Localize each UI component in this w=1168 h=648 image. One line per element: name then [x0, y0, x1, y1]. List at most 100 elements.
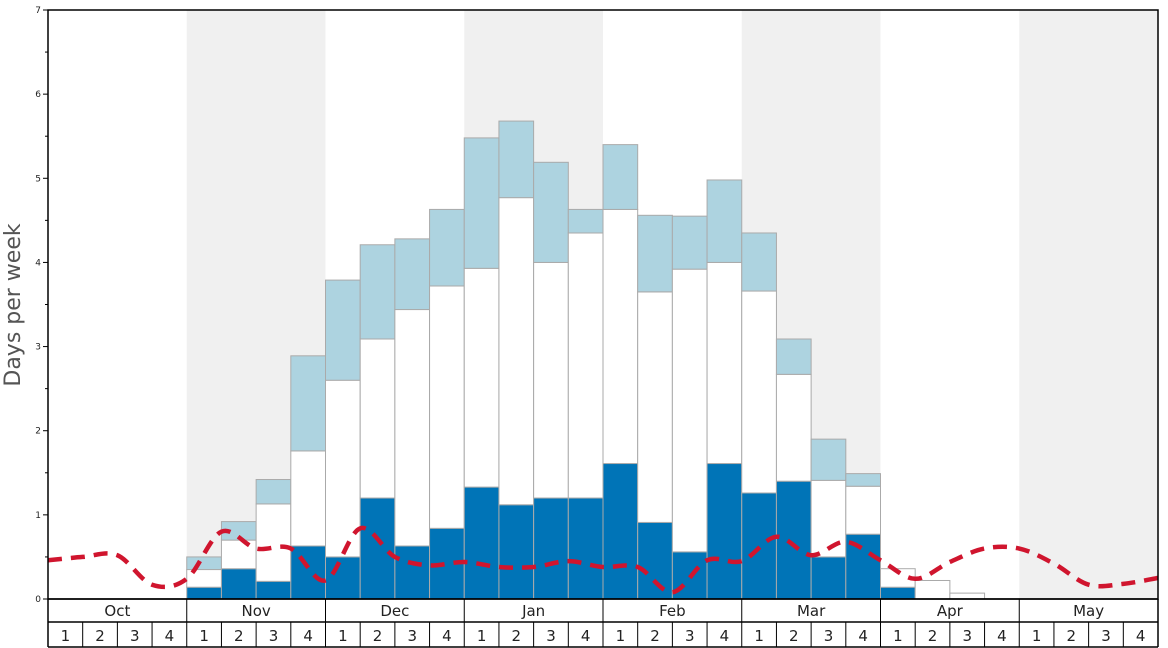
week-label: 4	[1136, 627, 1146, 645]
bar-white	[671, 268, 708, 553]
week-label: 2	[1067, 627, 1077, 645]
bar-light	[394, 238, 431, 311]
week-label: 1	[338, 627, 348, 645]
bar-white	[914, 579, 951, 600]
week-label: 4	[303, 627, 313, 645]
bar-white	[463, 267, 500, 488]
week-label: 3	[824, 627, 834, 645]
week-label: 4	[997, 627, 1007, 645]
bar-dark	[706, 463, 743, 600]
y-tick-label: 2	[35, 427, 41, 437]
bar-white	[741, 290, 777, 494]
week-label: 1	[1032, 627, 1042, 645]
month-label: Oct	[104, 602, 130, 620]
bar-light	[498, 120, 535, 199]
week-label: 2	[928, 627, 938, 645]
axes: 0 1 2 3 4 5 6 7 Oct 1 2 3 4 Nov 1 2 3 4 Dec 1 2 3 4 Jan 1 2 3 4 Feb 1…	[35, 6, 1159, 648]
bar-white	[949, 592, 986, 600]
month-label: Apr	[937, 602, 964, 620]
bar-white	[394, 309, 431, 547]
week-label: 3	[962, 627, 972, 645]
bar-light	[775, 338, 812, 375]
bar-white	[637, 291, 673, 523]
week-label: 1	[199, 627, 209, 645]
week-label: 3	[685, 627, 695, 645]
month-label: Dec	[380, 602, 409, 620]
bar-white	[359, 338, 396, 499]
bar-dark	[880, 586, 916, 600]
bar-white	[845, 485, 881, 535]
bar-white	[220, 539, 257, 570]
week-label: 2	[373, 627, 383, 645]
bar-light	[325, 279, 361, 381]
y-tick-label: 0	[35, 595, 41, 605]
week-label: 3	[546, 627, 556, 645]
week-label: 3	[407, 627, 417, 645]
line-series	[47, 525, 1159, 595]
week-label: 3	[130, 627, 140, 645]
bar-light	[290, 355, 326, 452]
week-label: 1	[893, 627, 903, 645]
bar-white	[775, 373, 812, 482]
bar-light	[602, 144, 639, 210]
month-shade	[1019, 10, 1158, 599]
week-label: 3	[269, 627, 279, 645]
y-tick-label: 1	[35, 511, 41, 521]
bar-dark	[325, 556, 361, 600]
week-label: 4	[165, 627, 175, 645]
y-tick-label: 4	[35, 258, 41, 268]
y-tick-label: 5	[35, 174, 41, 184]
week-label: 3	[1101, 627, 1111, 645]
month-label: Nov	[241, 602, 270, 620]
bar-dark	[394, 545, 431, 600]
bar-white	[706, 261, 743, 465]
bar-white	[429, 285, 465, 529]
week-label: 4	[581, 627, 591, 645]
bar-white	[602, 208, 639, 465]
bar-dark	[567, 497, 604, 600]
bar-dark	[775, 480, 812, 600]
month-label: Mar	[797, 602, 826, 620]
bar-light	[741, 232, 777, 292]
bar-light	[255, 479, 292, 505]
bar-dark	[463, 486, 500, 600]
bar-light	[567, 208, 604, 234]
bar-light	[186, 556, 222, 571]
y-tick-label: 3	[35, 343, 41, 353]
dashed-line	[47, 525, 1159, 595]
month-label: Jan	[521, 602, 545, 620]
bar-white	[255, 503, 292, 582]
bar-white	[533, 261, 569, 499]
bar-dark	[359, 497, 396, 600]
week-label: 2	[512, 627, 522, 645]
bar-light	[810, 438, 847, 481]
bar-dark	[290, 545, 326, 600]
bar-light	[671, 215, 708, 270]
week-label: 1	[477, 627, 487, 645]
bars	[186, 120, 986, 600]
y-axis-label: Days per week	[1, 223, 26, 386]
bar-light	[463, 137, 500, 269]
bar-light	[706, 179, 743, 263]
week-label: 1	[754, 627, 764, 645]
bar-white	[810, 479, 847, 558]
bar-dark	[220, 568, 257, 600]
bar-light	[637, 214, 673, 293]
bar-white	[498, 197, 535, 506]
week-label: 2	[789, 627, 799, 645]
bar-dark	[810, 556, 847, 600]
bar-dark	[602, 463, 639, 600]
bar-dark	[186, 586, 222, 600]
bar-dark	[533, 497, 569, 600]
y-tick-label: 7	[35, 6, 41, 16]
week-label: 4	[720, 627, 730, 645]
bar-dark	[637, 521, 673, 600]
y-tick-label: 6	[35, 90, 41, 100]
bar-light	[429, 208, 465, 287]
week-label: 2	[650, 627, 660, 645]
bar-dark	[498, 504, 535, 600]
week-label: 4	[442, 627, 452, 645]
month-label: May	[1073, 602, 1104, 620]
week-label: 2	[234, 627, 244, 645]
